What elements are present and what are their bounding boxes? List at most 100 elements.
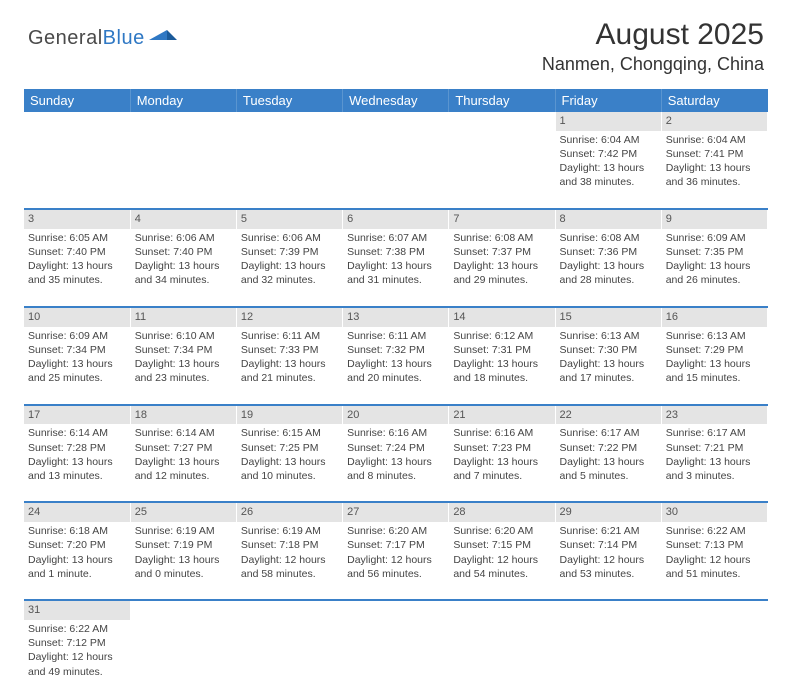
day-number-cell: 1: [555, 112, 661, 131]
day-number-cell: 11: [130, 307, 236, 327]
calendar-row: Sunrise: 6:22 AMSunset: 7:12 PMDaylight:…: [24, 620, 768, 698]
day-cell: Sunrise: 6:20 AMSunset: 7:15 PMDaylight:…: [449, 522, 555, 600]
day-cell: [343, 131, 449, 209]
day-cell: Sunrise: 6:16 AMSunset: 7:23 PMDaylight:…: [449, 424, 555, 502]
day-details: Sunrise: 6:07 AMSunset: 7:38 PMDaylight:…: [347, 231, 444, 288]
calendar-row: Sunrise: 6:09 AMSunset: 7:34 PMDaylight:…: [24, 327, 768, 405]
day-cell: Sunrise: 6:21 AMSunset: 7:14 PMDaylight:…: [555, 522, 661, 600]
brand-name-b: Blue: [103, 27, 145, 49]
day-number-cell: 5: [236, 209, 342, 229]
day-details: Sunrise: 6:14 AMSunset: 7:28 PMDaylight:…: [28, 426, 126, 483]
day-number-cell: [555, 600, 661, 620]
calendar-row: Sunrise: 6:04 AMSunset: 7:42 PMDaylight:…: [24, 131, 768, 209]
day-number-cell: 30: [661, 502, 767, 522]
calendar-row: Sunrise: 6:14 AMSunset: 7:28 PMDaylight:…: [24, 424, 768, 502]
day-number-cell: 4: [130, 209, 236, 229]
day-cell: Sunrise: 6:06 AMSunset: 7:39 PMDaylight:…: [236, 229, 342, 307]
day-header: Sunday: [24, 89, 130, 112]
day-number-cell: 6: [343, 209, 449, 229]
day-details: Sunrise: 6:04 AMSunset: 7:41 PMDaylight:…: [666, 133, 763, 190]
calendar-row: Sunrise: 6:05 AMSunset: 7:40 PMDaylight:…: [24, 229, 768, 307]
day-header: Thursday: [449, 89, 555, 112]
day-details: Sunrise: 6:20 AMSunset: 7:15 PMDaylight:…: [453, 524, 550, 581]
day-details: Sunrise: 6:10 AMSunset: 7:34 PMDaylight:…: [135, 329, 232, 386]
day-details: Sunrise: 6:05 AMSunset: 7:40 PMDaylight:…: [28, 231, 126, 288]
day-details: Sunrise: 6:14 AMSunset: 7:27 PMDaylight:…: [135, 426, 232, 483]
day-number-cell: 21: [449, 405, 555, 425]
day-number-cell: 16: [661, 307, 767, 327]
calendar-row: Sunrise: 6:18 AMSunset: 7:20 PMDaylight:…: [24, 522, 768, 600]
day-details: Sunrise: 6:15 AMSunset: 7:25 PMDaylight:…: [241, 426, 338, 483]
brand-name: GeneralBlue: [28, 27, 145, 50]
day-cell: Sunrise: 6:04 AMSunset: 7:42 PMDaylight:…: [555, 131, 661, 209]
day-number-cell: 10: [24, 307, 130, 327]
day-header: Friday: [555, 89, 661, 112]
day-details: Sunrise: 6:13 AMSunset: 7:29 PMDaylight:…: [666, 329, 763, 386]
day-number-cell: [661, 600, 767, 620]
day-number-cell: [130, 112, 236, 131]
day-cell: [236, 620, 342, 698]
day-details: Sunrise: 6:21 AMSunset: 7:14 PMDaylight:…: [560, 524, 657, 581]
day-cell: Sunrise: 6:22 AMSunset: 7:12 PMDaylight:…: [24, 620, 130, 698]
day-details: Sunrise: 6:17 AMSunset: 7:22 PMDaylight:…: [560, 426, 657, 483]
day-number-cell: 31: [24, 600, 130, 620]
month-title: August 2025: [542, 18, 764, 52]
day-cell: Sunrise: 6:13 AMSunset: 7:30 PMDaylight:…: [555, 327, 661, 405]
day-cell: Sunrise: 6:17 AMSunset: 7:22 PMDaylight:…: [555, 424, 661, 502]
daynum-row: 3456789: [24, 209, 768, 229]
day-number-cell: 13: [343, 307, 449, 327]
day-details: Sunrise: 6:18 AMSunset: 7:20 PMDaylight:…: [28, 524, 126, 581]
day-details: Sunrise: 6:11 AMSunset: 7:33 PMDaylight:…: [241, 329, 338, 386]
day-number-cell: [343, 600, 449, 620]
day-number-cell: [130, 600, 236, 620]
day-number-cell: 28: [449, 502, 555, 522]
header: GeneralBlue August 2025 Nanmen, Chongqin…: [0, 0, 792, 83]
day-cell: Sunrise: 6:11 AMSunset: 7:32 PMDaylight:…: [343, 327, 449, 405]
day-details: Sunrise: 6:12 AMSunset: 7:31 PMDaylight:…: [453, 329, 550, 386]
day-details: Sunrise: 6:19 AMSunset: 7:19 PMDaylight:…: [135, 524, 232, 581]
day-cell: Sunrise: 6:06 AMSunset: 7:40 PMDaylight:…: [130, 229, 236, 307]
day-header: Tuesday: [236, 89, 342, 112]
day-number-cell: 2: [661, 112, 767, 131]
day-cell: Sunrise: 6:04 AMSunset: 7:41 PMDaylight:…: [661, 131, 767, 209]
day-number-cell: 26: [236, 502, 342, 522]
day-cell: Sunrise: 6:13 AMSunset: 7:29 PMDaylight:…: [661, 327, 767, 405]
day-details: Sunrise: 6:16 AMSunset: 7:23 PMDaylight:…: [453, 426, 550, 483]
day-number-cell: [236, 600, 342, 620]
day-details: Sunrise: 6:04 AMSunset: 7:42 PMDaylight:…: [560, 133, 657, 190]
day-cell: Sunrise: 6:15 AMSunset: 7:25 PMDaylight:…: [236, 424, 342, 502]
day-cell: Sunrise: 6:14 AMSunset: 7:27 PMDaylight:…: [130, 424, 236, 502]
day-cell: Sunrise: 6:19 AMSunset: 7:19 PMDaylight:…: [130, 522, 236, 600]
title-block: August 2025 Nanmen, Chongqing, China: [542, 18, 764, 75]
day-cell: Sunrise: 6:09 AMSunset: 7:34 PMDaylight:…: [24, 327, 130, 405]
day-cell: Sunrise: 6:05 AMSunset: 7:40 PMDaylight:…: [24, 229, 130, 307]
day-details: Sunrise: 6:08 AMSunset: 7:37 PMDaylight:…: [453, 231, 550, 288]
day-cell: [555, 620, 661, 698]
day-cell: Sunrise: 6:14 AMSunset: 7:28 PMDaylight:…: [24, 424, 130, 502]
day-details: Sunrise: 6:20 AMSunset: 7:17 PMDaylight:…: [347, 524, 444, 581]
brand-name-a: General: [28, 27, 103, 49]
day-header-row: SundayMondayTuesdayWednesdayThursdayFrid…: [24, 89, 768, 112]
day-number-cell: [236, 112, 342, 131]
day-cell: Sunrise: 6:08 AMSunset: 7:37 PMDaylight:…: [449, 229, 555, 307]
calendar-table: SundayMondayTuesdayWednesdayThursdayFrid…: [24, 89, 768, 698]
day-cell: [236, 131, 342, 209]
daynum-row: 10111213141516: [24, 307, 768, 327]
day-details: Sunrise: 6:11 AMSunset: 7:32 PMDaylight:…: [347, 329, 444, 386]
day-cell: Sunrise: 6:22 AMSunset: 7:13 PMDaylight:…: [661, 522, 767, 600]
day-cell: [449, 131, 555, 209]
day-details: Sunrise: 6:09 AMSunset: 7:34 PMDaylight:…: [28, 329, 126, 386]
day-number-cell: 24: [24, 502, 130, 522]
day-number-cell: [449, 112, 555, 131]
brand-arrow-icon: [149, 24, 177, 45]
day-number-cell: 25: [130, 502, 236, 522]
day-number-cell: 19: [236, 405, 342, 425]
day-number-cell: 23: [661, 405, 767, 425]
day-number-cell: [449, 600, 555, 620]
day-number-cell: 8: [555, 209, 661, 229]
daynum-row: 12: [24, 112, 768, 131]
day-cell: Sunrise: 6:19 AMSunset: 7:18 PMDaylight:…: [236, 522, 342, 600]
day-number-cell: 20: [343, 405, 449, 425]
day-number-cell: 17: [24, 405, 130, 425]
day-number-cell: 9: [661, 209, 767, 229]
